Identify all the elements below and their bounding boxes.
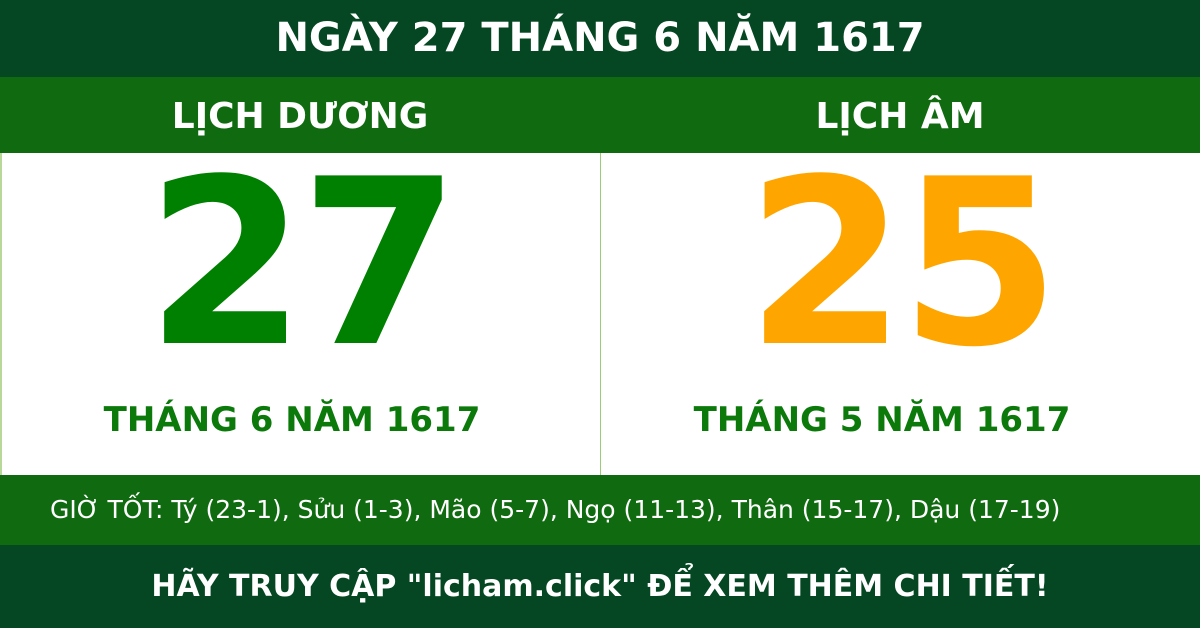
solar-month-year: THÁNG 6 NĂM 1617	[103, 400, 481, 440]
lunar-day: 25	[745, 131, 1060, 398]
calendar-header: LỊCH DƯƠNG LỊCH ÂM	[0, 77, 1200, 153]
footer-cta: HÃY TRUY CẬP "licham.click" ĐỂ XEM THÊM …	[0, 545, 1200, 628]
divider	[600, 153, 601, 475]
good-hours: GIỜ TỐT: Tý (23-1), Sửu (1-3), Mão (5-7)…	[0, 475, 1200, 545]
page-title: NGÀY 27 THÁNG 6 NĂM 1617	[0, 0, 1200, 77]
solar-day: 27	[145, 131, 460, 398]
solar-label: LỊCH DƯƠNG	[171, 96, 429, 137]
lunar-month-year: THÁNG 5 NĂM 1617	[693, 400, 1071, 440]
lunar-label: LỊCH ÂM	[815, 96, 985, 137]
